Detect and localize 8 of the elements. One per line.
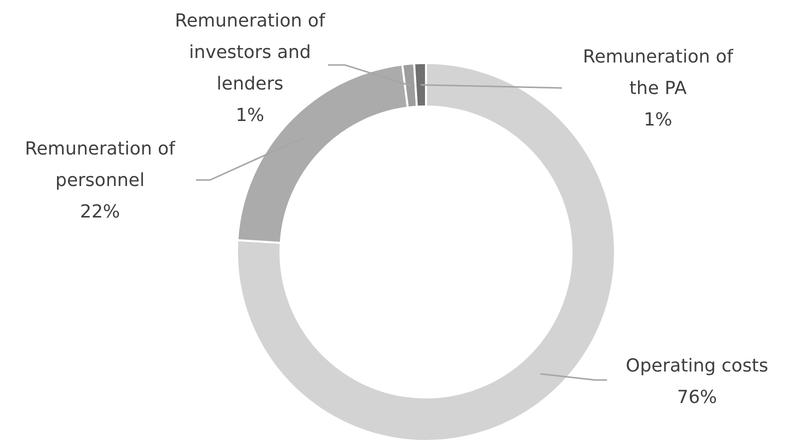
data-label: 1% [236, 105, 264, 126]
data-label: 1% [644, 110, 672, 131]
data-label: 22% [80, 202, 120, 223]
slice-label: Remuneration of the PA [582, 46, 734, 100]
slice-label: Operating costs [626, 356, 768, 377]
slice-label: Remuneration of investors and lenders [174, 10, 326, 95]
slice-label: Remuneration of personnel [24, 138, 176, 192]
data-label: 76% [676, 387, 718, 408]
